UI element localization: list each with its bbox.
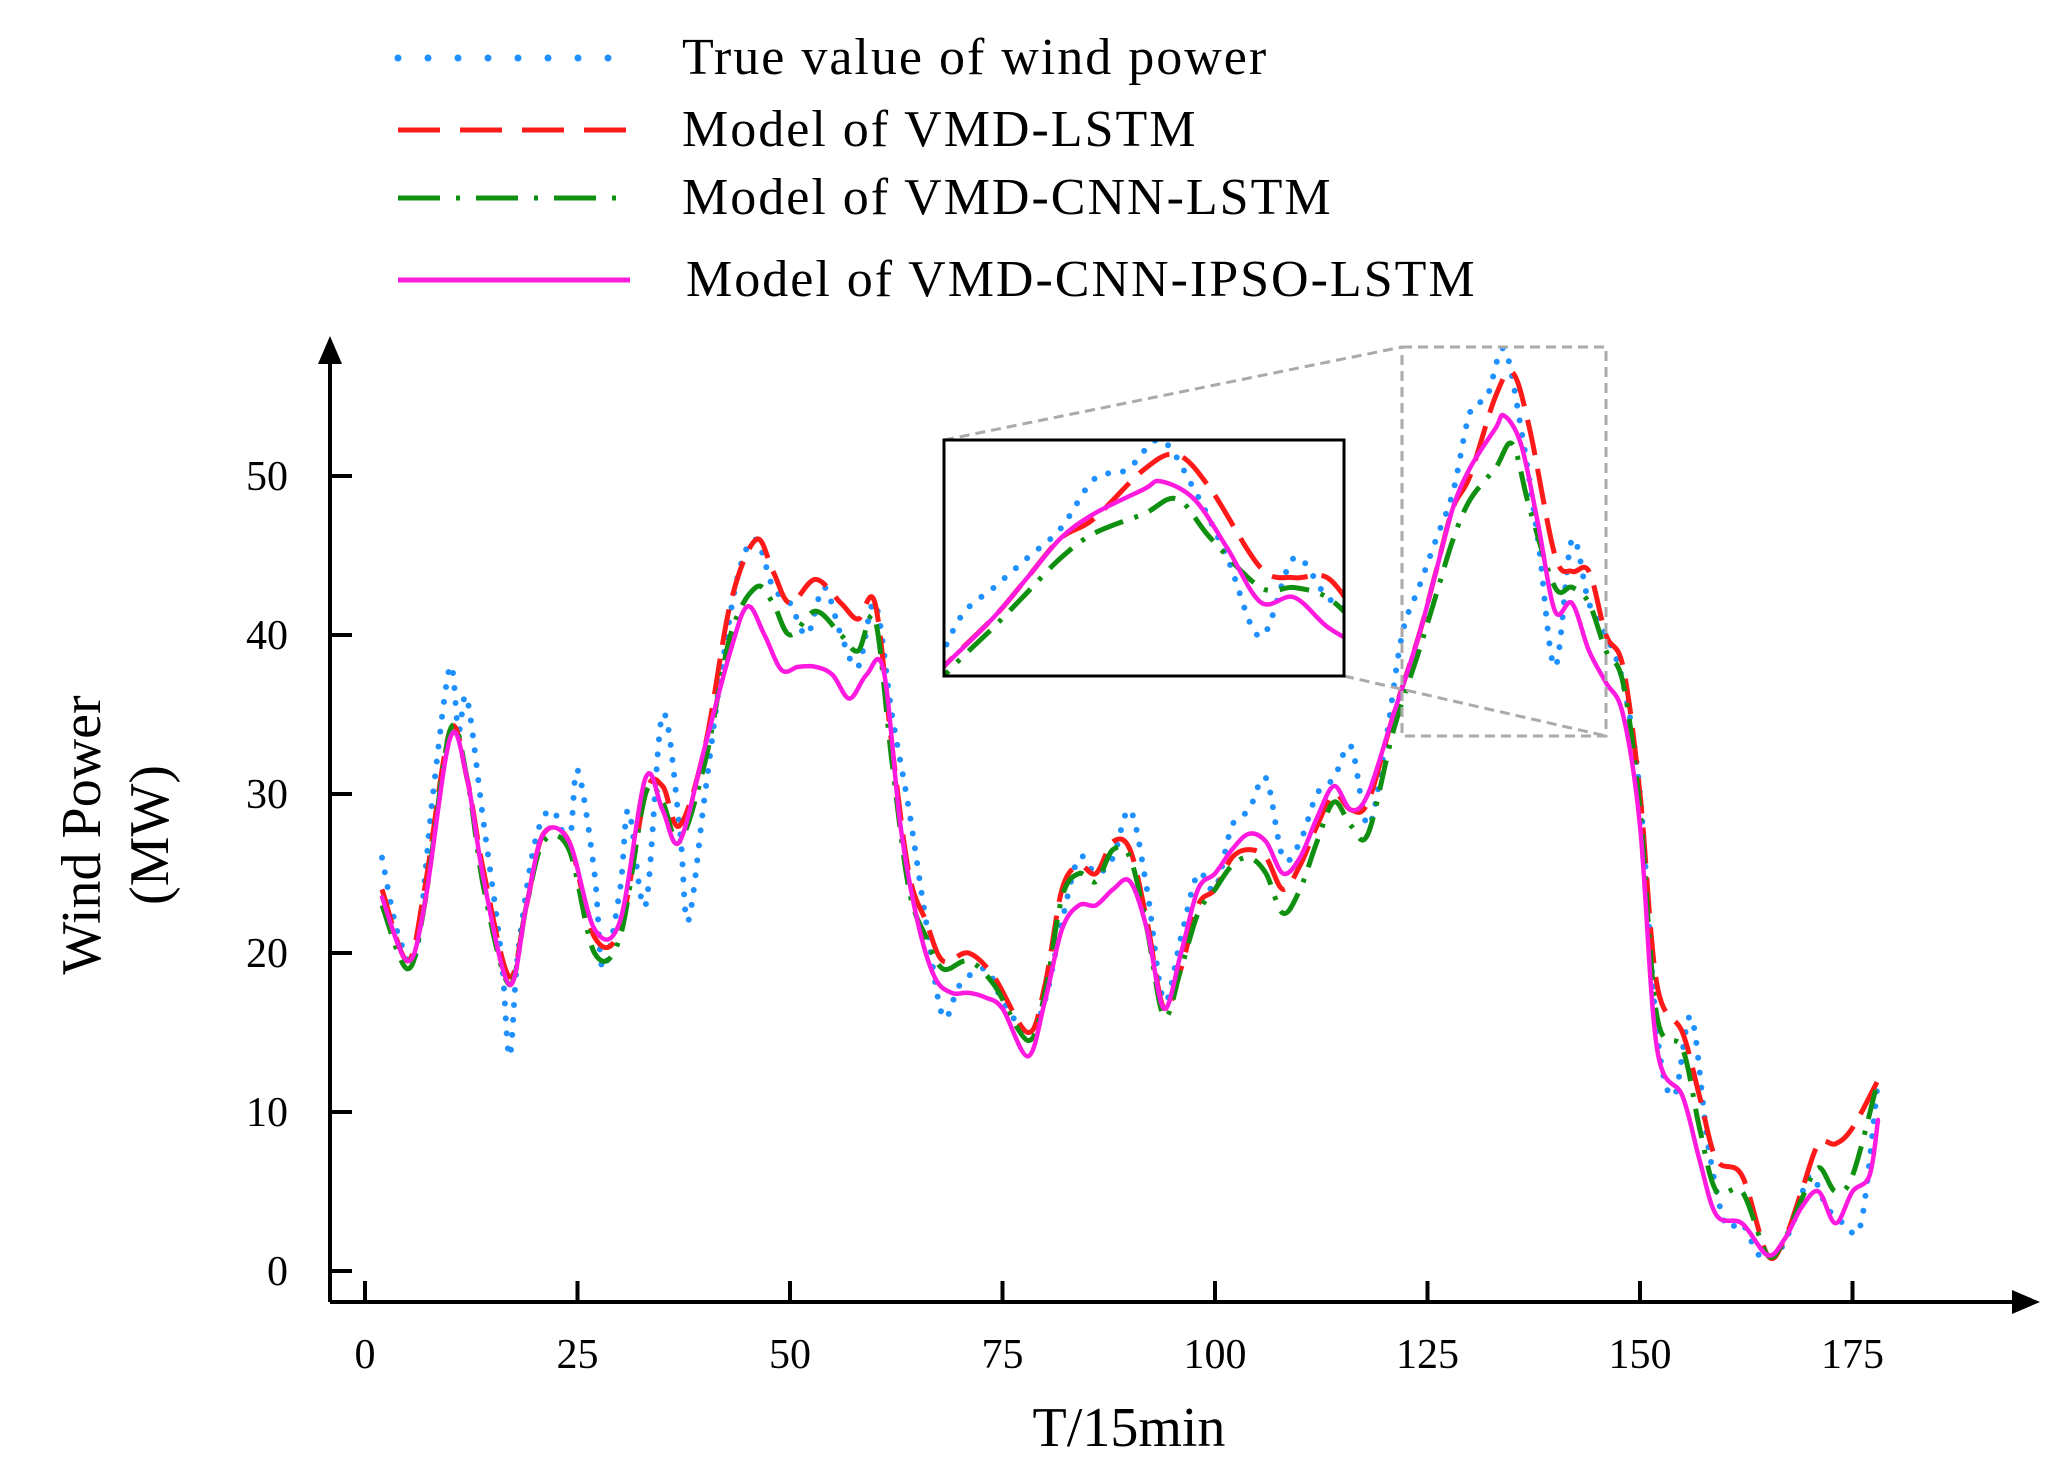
series-line-model-of-vmd-cnn-ipso-lstm — [379, 412, 1881, 1258]
x-axis-arrow — [2012, 1290, 2040, 1314]
axes: 0 25 50 75 100 125 150 175 0 10 20 30 40 50 — [246, 336, 2040, 1378]
y-axis-arrow — [318, 336, 342, 364]
x-tick-label: 50 — [769, 1332, 811, 1378]
x-tick-label: 75 — [982, 1332, 1024, 1378]
legend: True value of wind power Model of VMD-LS… — [394, 29, 1477, 308]
zoom-annotation — [943, 345, 1608, 738]
legend-label-vmd-cnn-ipso-lstm: Model of VMD-CNN-IPSO-LSTM — [686, 251, 1477, 308]
legend-label-vmd-lstm: Model of VMD-LSTM — [682, 101, 1197, 158]
zoom-inset-frame — [942, 438, 1346, 678]
zoom-connector-top — [943, 345, 1403, 442]
x-tick-label: 175 — [1821, 1332, 1884, 1378]
y-tick-label: 30 — [246, 772, 288, 818]
x-ticks: 0 25 50 75 100 125 150 175 — [355, 1281, 1884, 1378]
y-ticks: 0 10 20 30 40 50 — [246, 454, 352, 1295]
x-tick-label: 0 — [355, 1332, 376, 1378]
legend-entry-true-value: True value of wind power — [394, 29, 1268, 86]
inset-series-line-model-of-vmd-lstm — [944, 451, 1344, 670]
legend-entry-vmd-cnn-ipso-lstm: Model of VMD-CNN-IPSO-LSTM — [398, 251, 1477, 308]
legend-entry-vmd-lstm: Model of VMD-LSTM — [398, 101, 1197, 158]
zoom-connector-bottom — [1343, 674, 1607, 738]
y-tick-label: 10 — [246, 1090, 288, 1136]
x-tick-label: 25 — [557, 1332, 599, 1378]
y-axis-label-line2: (MW) — [119, 765, 181, 905]
y-tick-label: 40 — [246, 613, 288, 659]
inset-series-line-model-of-vmd-cnn-ipso-lstm — [944, 478, 1344, 670]
x-tick-label: 150 — [1609, 1332, 1672, 1378]
y-tick-label: 0 — [267, 1249, 288, 1295]
y-tick-label: 50 — [246, 454, 288, 500]
x-tick-label: 100 — [1184, 1332, 1247, 1378]
y-tick-label: 20 — [246, 931, 288, 977]
y-axis-label: Wind Power (MW) — [51, 695, 181, 975]
series-line-true-value-of-wind-power — [379, 345, 1881, 1263]
legend-label-true-value: True value of wind power — [682, 29, 1268, 86]
y-axis-label-line1: Wind Power — [51, 695, 113, 975]
inset-series-line-model-of-vmd-cnn-lstm — [944, 495, 1344, 676]
x-axis-label: T/15min — [1033, 1397, 1226, 1459]
zoom-inset — [942, 438, 1346, 678]
legend-label-vmd-cnn-lstm: Model of VMD-CNN-LSTM — [682, 169, 1333, 226]
x-tick-label: 125 — [1396, 1332, 1459, 1378]
legend-entry-vmd-cnn-lstm: Model of VMD-CNN-LSTM — [398, 169, 1333, 226]
series-group — [379, 345, 1881, 1263]
zoom-inset-background — [944, 440, 1344, 676]
zoom-region-box — [1400, 345, 1608, 738]
